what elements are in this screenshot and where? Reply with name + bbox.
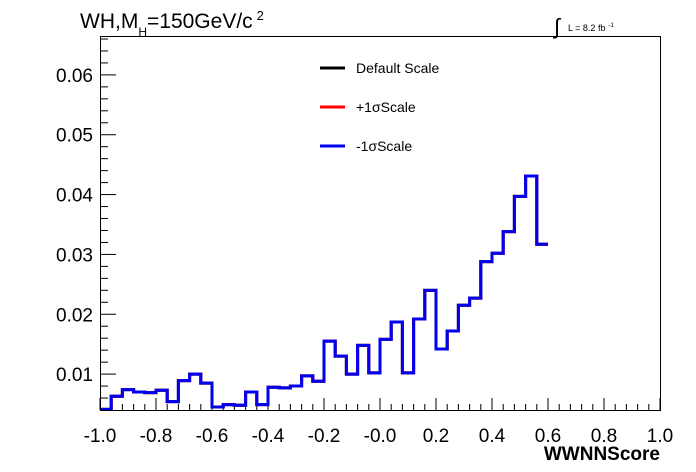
legend-label: Default Scale: [356, 60, 439, 76]
title-main: =150GeV/c: [147, 10, 253, 33]
title-subscript: H: [138, 25, 147, 39]
x-axis-ticks: -1.0 -0.8 -0.6 -0.4 -0.2 -0.0 0.2 0.4 0.6 0.8 1.0: [84, 398, 673, 447]
y-tick-label: 0.06: [56, 66, 93, 87]
x-tick-label: 0.6: [535, 426, 561, 447]
lumi-superscript: -1: [608, 23, 614, 29]
x-tick-label: -0.8: [140, 426, 173, 447]
legend-label: -1σScale: [356, 138, 412, 154]
series-layer: [100, 174, 548, 411]
x-tick-label: -0.6: [196, 426, 229, 447]
y-tick-label: 0.05: [56, 126, 93, 147]
x-tick-label: -1.0: [84, 426, 117, 447]
lumi-text: L = 8.2 fb: [568, 23, 605, 33]
y-tick-label: 0.04: [56, 186, 93, 207]
chart-title: WH,MH=150GeV/c 2: [80, 8, 264, 39]
x-tick-label: -0.2: [308, 426, 341, 447]
lumi-label: L = 8.2 fb -1: [568, 23, 614, 33]
y-tick-label: 0.02: [56, 305, 93, 326]
x-tick-label: 0.2: [423, 426, 449, 447]
x-tick-label: -0.4: [252, 426, 285, 447]
x-tick-label: 1.0: [647, 426, 673, 447]
y-axis-ticks: 0.01 0.02 0.03 0.04 0.05 0.06: [56, 38, 116, 411]
legend: Default Scale +1σScale -1σScale: [320, 60, 439, 154]
plot-frame: [100, 36, 661, 411]
x-tick-label: -0.0: [364, 426, 397, 447]
title-prefix: WH,M: [80, 10, 138, 33]
title-superscript: 2: [257, 8, 264, 23]
x-tick-label: 0.8: [591, 426, 617, 447]
y-tick-label: 0.01: [56, 365, 93, 386]
lumi-integral-sign: ∫: [552, 14, 562, 39]
legend-label: +1σScale: [356, 99, 416, 115]
y-tick-label: 0.03: [56, 245, 93, 266]
x-tick-label: 0.4: [479, 426, 506, 447]
series-line-3: [100, 174, 548, 411]
x-axis-title: WWNNScore: [544, 444, 660, 465]
